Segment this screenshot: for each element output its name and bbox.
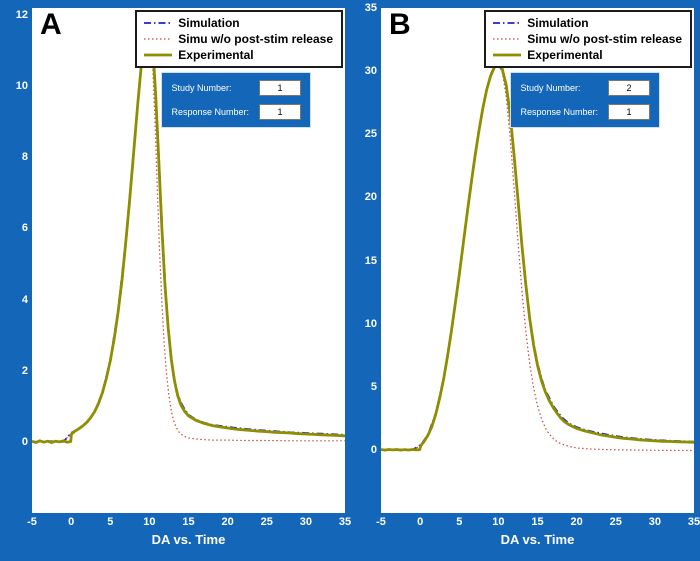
legend: Simulation Simu w/o post-stim release Ex…: [135, 10, 343, 68]
y-tick-label: 25: [364, 128, 377, 141]
response-number-label: Response Number:: [520, 107, 598, 117]
x-axis: -5 0 5 10 15 20 25 30 35: [27, 513, 351, 529]
x-tick-label: 35: [338, 516, 352, 528]
x-tick-label: 30: [299, 516, 312, 528]
x-tick-label: 35: [687, 516, 700, 528]
series-experimental: [381, 63, 694, 452]
legend-label: Experimental: [178, 48, 254, 62]
y-tick-label: 2: [21, 364, 28, 377]
x-tick-label: 30: [648, 516, 661, 528]
legend-item-experimental: Experimental: [492, 48, 682, 62]
legend-item-simulation: Simulation: [492, 16, 682, 30]
x-tick-label: 0: [68, 516, 75, 528]
plot-area: B Simulation Simu w/o post-stim release …: [381, 8, 694, 513]
response-number-label: Response Number:: [171, 107, 249, 117]
legend-item-simulation: Simulation: [143, 16, 333, 30]
x-tick-label: 0: [417, 516, 424, 528]
x-tick-label: 20: [570, 516, 583, 528]
legend-label: Simulation: [178, 16, 240, 30]
x-axis: -5 0 5 10 15 20 25 30 35: [376, 513, 700, 529]
x-tick-label: -5: [376, 516, 386, 528]
y-tick-label: 10: [364, 317, 377, 330]
x-tick-label: 10: [492, 516, 505, 528]
study-response-box: Study Number: 2 Response Number: 1: [510, 72, 660, 128]
simulation-line-sample-icon: [144, 22, 173, 24]
y-tick-label: 6: [21, 222, 28, 235]
panel-a: 0 2 4 6 8 10 12 A Simulation Simu w/o post-sti…: [6, 8, 351, 561]
panel-letter: A: [40, 8, 62, 41]
study-response-box: Study Number: 1 Response Number: 1: [161, 72, 311, 128]
y-tick-label: 0: [21, 435, 28, 448]
study-number-label: Study Number:: [171, 83, 232, 93]
legend-label: Simu w/o post-stim release: [527, 32, 682, 46]
study-number-row: Study Number: 1: [171, 80, 301, 96]
y-tick-label: 12: [15, 9, 28, 22]
response-number-input[interactable]: 1: [259, 104, 301, 120]
y-tick-label: 4: [21, 293, 28, 306]
x-axis-label: DA vs. Time: [500, 532, 575, 547]
legend-label: Experimental: [527, 48, 603, 62]
study-number-input[interactable]: 1: [259, 80, 301, 96]
y-tick-label: 0: [370, 443, 377, 456]
study-number-input[interactable]: 2: [608, 80, 650, 96]
panel-b: 0 5 10 15 20 25 30 35 B Simulation Simu w/o pos…: [355, 2, 700, 561]
legend-item-no-poststim: Simu w/o post-stim release: [492, 32, 682, 46]
y-tick-label: 15: [364, 254, 377, 267]
x-axis-label: DA vs. Time: [151, 532, 226, 547]
y-tick-label: 8: [21, 151, 28, 164]
y-axis: 0 5 10 15 20 25 30 35: [355, 2, 381, 513]
y-tick-label: 10: [15, 80, 28, 93]
legend-item-experimental: Experimental: [143, 48, 333, 62]
no-poststim-line-sample-icon: [144, 38, 173, 40]
x-tick-label: 15: [531, 516, 544, 528]
x-tick-label: 10: [143, 516, 156, 528]
legend-label: Simu w/o post-stim release: [178, 32, 333, 46]
x-tick-label: 20: [221, 516, 234, 528]
legend-label: Simulation: [527, 16, 589, 30]
x-tick-label: -5: [27, 516, 37, 528]
response-number-input[interactable]: 1: [608, 104, 650, 120]
response-number-row: Response Number: 1: [171, 104, 301, 120]
simulation-line-sample-icon: [493, 22, 522, 24]
y-axis: 0 2 4 6 8 10 12: [6, 8, 32, 513]
panel-letter: B: [389, 8, 411, 41]
y-tick-label: 35: [364, 2, 377, 14]
study-number-label: Study Number:: [520, 83, 581, 93]
x-tick-label: 25: [609, 516, 622, 528]
response-number-row: Response Number: 1: [520, 104, 650, 120]
x-tick-label: 5: [456, 516, 463, 528]
x-tick-label: 25: [260, 516, 273, 528]
experimental-line-sample-icon: [493, 53, 522, 57]
legend-item-no-poststim: Simu w/o post-stim release: [143, 32, 333, 46]
y-tick-label: 5: [370, 380, 377, 393]
y-tick-label: 30: [364, 65, 377, 78]
chart-canvas: [381, 62, 694, 452]
plot-area: A Simulation Simu w/o post-stim release …: [32, 8, 345, 513]
x-tick-label: 5: [107, 516, 114, 528]
no-poststim-line-sample-icon: [493, 38, 522, 40]
study-number-row: Study Number: 2: [520, 80, 650, 96]
x-tick-label: 15: [182, 516, 195, 528]
legend: Simulation Simu w/o post-stim release Ex…: [484, 10, 692, 68]
y-tick-label: 20: [364, 191, 377, 204]
experimental-line-sample-icon: [144, 53, 173, 57]
